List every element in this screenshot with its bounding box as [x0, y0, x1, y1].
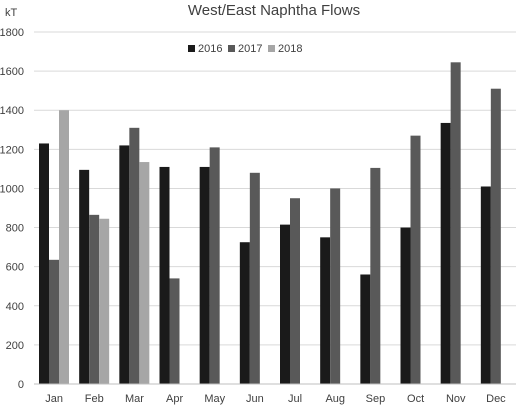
bars — [39, 62, 501, 385]
y-tick-label: 600 — [6, 262, 24, 274]
x-tick-label: Jul — [288, 393, 302, 405]
x-tick-label: Dec — [486, 393, 506, 405]
legend-swatch-2018 — [268, 45, 275, 52]
chart-title: West/East Naphtha Flows — [188, 2, 360, 19]
x-tick-label: Jun — [246, 393, 264, 405]
y-tick-label: 1800 — [0, 27, 24, 39]
x-tick-label: Feb — [85, 393, 104, 405]
x-tick-label: Nov — [446, 393, 466, 405]
x-tick-label: Apr — [166, 393, 183, 405]
bar-2016-nov — [440, 122, 451, 384]
y-tick-label: 1600 — [0, 66, 24, 78]
bar-2016-jan — [39, 143, 49, 384]
bar-2017-jan — [49, 259, 59, 384]
y-tick-label: 800 — [6, 223, 24, 235]
y-tick-label: 1000 — [0, 183, 24, 195]
legend-swatch-2016 — [188, 45, 195, 52]
y-tick-label: 1400 — [0, 105, 24, 117]
bar-2016-aug — [320, 237, 331, 384]
bar-2017-sep — [370, 167, 381, 384]
bar-2016-jul — [280, 224, 290, 384]
bar-2016-sep — [360, 274, 371, 384]
bar-2016-feb — [79, 169, 90, 384]
y-tick-label: 0 — [18, 379, 24, 391]
bar-2016-jun — [239, 242, 250, 384]
legend-swatch-2017 — [228, 45, 235, 52]
x-tick-label: Aug — [325, 393, 345, 405]
bar-2017-may — [209, 147, 220, 384]
bar-2017-dec — [490, 88, 501, 384]
bar-2017-oct — [410, 135, 421, 384]
x-tick-label: Sep — [366, 393, 386, 405]
y-tick-label: 200 — [6, 340, 24, 352]
legend-label: 2016 — [198, 43, 222, 55]
bar-2016-oct — [400, 227, 411, 384]
bar-2016-apr — [159, 166, 170, 384]
y-tick-label: 400 — [6, 301, 24, 313]
bar-2016-may — [199, 166, 210, 384]
bar-2016-dec — [480, 186, 491, 384]
bar-2018-jan — [59, 110, 69, 384]
legend-label: 2017 — [238, 43, 262, 55]
gridlines — [34, 31, 516, 346]
bar-2017-apr — [169, 278, 180, 384]
x-tick-label: Mar — [125, 393, 144, 405]
axes: 0 200 400 600 800 1000 1200 1400 1600 1800 Jan Feb M… — [0, 27, 516, 405]
bar-2017-jul — [290, 198, 300, 384]
bar-2017-mar — [129, 127, 140, 385]
y-tick-label: 1200 — [0, 144, 24, 156]
x-tick-label: May — [204, 393, 225, 405]
bar-2018-mar — [139, 162, 150, 384]
legend: 2016 2017 2018 — [188, 43, 302, 55]
x-tick-label: Oct — [407, 393, 424, 405]
bar-2017-nov — [450, 62, 461, 385]
bar-2017-feb — [89, 214, 100, 384]
bar-2016-mar — [119, 145, 130, 384]
legend-label: 2018 — [278, 43, 302, 55]
x-tick-label: Jan — [45, 393, 63, 405]
bar-2017-jun — [249, 172, 260, 384]
bar-2017-aug — [330, 188, 341, 384]
y-axis-unit-label: kT — [5, 7, 18, 19]
bar-2018-feb — [99, 218, 110, 384]
